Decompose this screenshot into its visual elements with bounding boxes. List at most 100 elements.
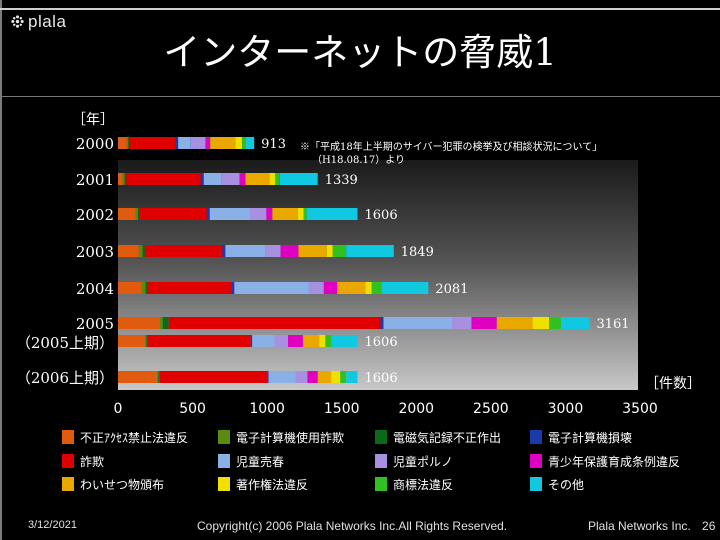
legend-item: 青少年保護育成条例違反 (530, 454, 680, 469)
bar-segment (234, 282, 309, 294)
top-rule (0, 8, 720, 10)
footer-date: 3/12/2021 (28, 519, 77, 531)
legend-swatch (530, 454, 542, 468)
bar-segment (295, 371, 308, 383)
legend-swatch (375, 454, 387, 468)
bar-segment (242, 137, 246, 149)
category-label: （2006上期） (16, 369, 114, 387)
bar-segment (231, 282, 235, 294)
bar-segment (317, 371, 332, 383)
bar-row-3 (118, 245, 394, 257)
legend-label: その他 (548, 478, 584, 492)
bar-segment (272, 208, 298, 220)
legend-swatch (218, 477, 230, 491)
bar-segment (190, 137, 206, 149)
bar-segment (118, 173, 123, 185)
bar-segment (162, 317, 169, 329)
legend-swatch (530, 477, 542, 491)
left-rule (0, 0, 2, 540)
bar-segment (118, 371, 157, 383)
bar-segment (265, 245, 281, 257)
x-tick-label: 3500 (622, 401, 658, 417)
legend-item: 電子計算機損壊 (530, 430, 632, 445)
legend-swatch (375, 477, 387, 491)
bar-row-2 (118, 208, 358, 220)
bar-segment (337, 282, 366, 294)
x-tick-label: 3000 (548, 401, 584, 417)
bar-segment (365, 282, 372, 294)
bar-segment (138, 208, 140, 220)
bar-segment (225, 245, 266, 257)
bar-segment (158, 371, 160, 383)
bar-segment (326, 245, 333, 257)
bar-segment (178, 137, 191, 149)
legend-item: 不正ｱｸｾｽ禁止法違反 (62, 430, 188, 445)
category-label: 2002 (76, 206, 114, 224)
bar-segment (249, 208, 267, 220)
bar-segment (308, 282, 324, 294)
bar-segment (206, 208, 210, 220)
bar-segment (302, 335, 320, 347)
bar-segment (141, 282, 146, 294)
unit-axis-label: ［件数］ (645, 376, 701, 392)
bar-segment (532, 317, 550, 329)
bar-segment (381, 282, 429, 294)
legend-item: 商標法違反 (375, 477, 453, 492)
bar-segment (147, 335, 251, 347)
bar-segment (245, 137, 255, 149)
total-label: 1606 (365, 335, 398, 350)
bar-segment (288, 335, 303, 347)
bar-segment (331, 335, 358, 347)
bar-segment (222, 245, 226, 257)
bar-segment (139, 208, 207, 220)
legend-label: 商標法違反 (393, 477, 453, 492)
bar-segment (267, 371, 269, 383)
bar-segment (235, 137, 243, 149)
legend-swatch (375, 430, 387, 444)
bar-segment (380, 317, 384, 329)
total-label: 913 (261, 137, 286, 152)
bar-segment (129, 137, 176, 149)
legend-swatch (62, 477, 74, 491)
x-tick-label: 1500 (324, 401, 360, 417)
total-label: 1606 (365, 371, 398, 386)
legend-item: 電磁気記録不正作出 (375, 430, 501, 445)
bar-segment (156, 371, 159, 383)
legend-item: わいせつ物頒布 (62, 477, 164, 492)
bar-segment (147, 282, 232, 294)
bar-segment (118, 208, 136, 220)
bar-segment (135, 208, 139, 220)
bar-segment (252, 335, 275, 347)
bar-segment (346, 245, 394, 257)
x-tick-label: 1000 (249, 401, 285, 417)
legend-label: 著作権法違反 (236, 477, 308, 492)
bar-segment (307, 371, 318, 383)
bar-segment (280, 245, 299, 257)
bar-segment (306, 208, 358, 220)
footer-page: Plala Networks Inc. 26 (588, 519, 715, 533)
x-tick-label: 2000 (398, 401, 434, 417)
legend-item: 電子計算機使用詐欺 (218, 430, 344, 445)
bar-segment (346, 371, 358, 383)
bar-segment (245, 173, 270, 185)
bar-segment (145, 282, 148, 294)
legend-label: 電子計算機損壊 (548, 430, 632, 445)
bar-segment (124, 173, 127, 185)
category-label: 2005 (76, 315, 114, 333)
bar-segment (239, 173, 246, 185)
bar-row-6 (118, 335, 358, 347)
bar-row-5 (118, 317, 590, 329)
total-label: 2081 (435, 282, 468, 297)
bar-segment (200, 173, 204, 185)
bar-segment (118, 137, 127, 149)
category-label: （2005上期） (16, 334, 114, 352)
bar-segment (279, 173, 318, 185)
bar-row-7 (118, 371, 358, 383)
bar-segment (266, 208, 273, 220)
bar-segment (205, 137, 211, 149)
bar-segment (452, 317, 472, 329)
bar-segment (122, 173, 125, 185)
bar-segment (175, 137, 179, 149)
total-label: 1339 (325, 173, 358, 188)
